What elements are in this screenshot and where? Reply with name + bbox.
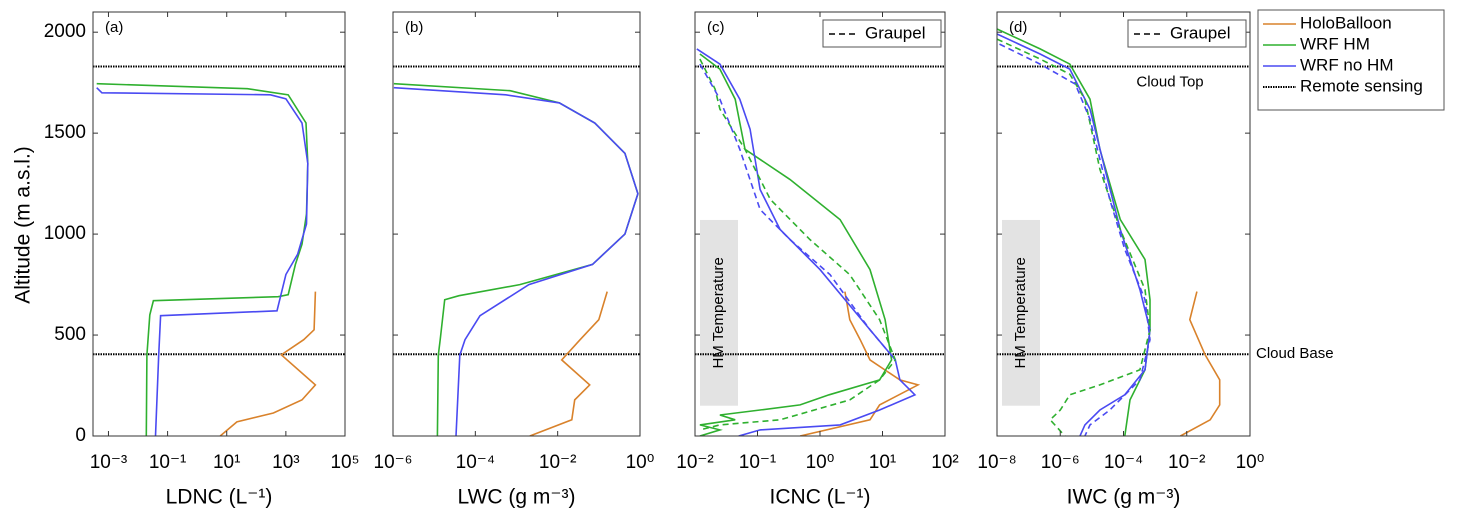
graupel-legend-label: Graupel — [865, 23, 925, 42]
series-line — [96, 87, 309, 436]
x-axis-label: ICNC (L⁻¹) — [770, 486, 871, 509]
series-line — [219, 291, 317, 436]
hm-band — [700, 219, 738, 406]
x-tick-label: 10⁻⁴ — [1104, 452, 1143, 473]
plot-area — [393, 65, 640, 436]
x-tick-label: 10² — [931, 452, 958, 473]
series-line — [999, 43, 1151, 436]
cloud-base-label: Cloud Base — [1256, 345, 1334, 362]
x-tick-label: 10⁵ — [330, 452, 359, 473]
x-axis-label: LDNC (L⁻¹) — [166, 486, 273, 509]
y-tick-label: 1000 — [44, 223, 86, 244]
x-tick-label: 10⁰ — [806, 452, 835, 473]
x-tick-label: 10¹ — [869, 452, 896, 473]
y-tick-label: 500 — [54, 324, 86, 345]
y-tick-label: 1500 — [44, 122, 86, 143]
y-axis-label: Altitude (m a.s.l.) — [12, 146, 35, 304]
x-tick-label: 10⁻⁸ — [977, 452, 1016, 473]
x-tick-label: 10⁻² — [1168, 452, 1206, 473]
y-tick-label: 0 — [75, 425, 86, 446]
legend-label: WRF HM — [1300, 34, 1370, 53]
panel-frame — [92, 11, 346, 437]
x-tick-label: 10⁻³ — [90, 452, 128, 473]
series-line — [96, 82, 309, 436]
series-line — [393, 82, 639, 436]
legend-label: Remote sensing — [1300, 76, 1423, 95]
x-tick-label: 10⁰ — [626, 452, 655, 473]
x-tick-label: 10³ — [272, 452, 299, 473]
panel-frame — [392, 11, 641, 437]
x-axis-label: LWC (g m⁻³) — [457, 486, 575, 509]
cloud-top-label: Cloud Top — [1136, 73, 1203, 90]
x-tick-label: 10⁻² — [676, 452, 714, 473]
x-tick-label: 10⁻¹ — [739, 452, 777, 473]
panel-label: (a) — [105, 19, 123, 36]
legend-label: WRF no HM — [1300, 55, 1394, 74]
series-line — [997, 28, 1151, 436]
x-tick-label: 10¹ — [213, 452, 240, 473]
legend-label: HoloBalloon — [1300, 13, 1392, 32]
x-tick-label: 10⁻¹ — [149, 452, 187, 473]
x-axis-label: IWC (g m⁻³) — [1067, 486, 1181, 509]
panel-label: (b) — [405, 19, 423, 36]
panel-label: (d) — [1009, 19, 1027, 36]
series-line — [1180, 291, 1221, 436]
series-line — [529, 291, 608, 436]
x-tick-label: 10⁻⁶ — [1041, 452, 1080, 473]
plot-area — [997, 28, 1250, 436]
graupel-legend-label: Graupel — [1170, 23, 1230, 42]
series-line — [799, 291, 921, 436]
series-line — [997, 33, 1151, 436]
plot-area — [695, 48, 945, 436]
x-tick-label: 10⁻² — [539, 452, 577, 473]
x-tick-label: 10⁰ — [1236, 452, 1265, 473]
legend-box — [1257, 9, 1445, 111]
x-tick-label: 10⁻⁴ — [456, 452, 495, 473]
series-line — [393, 86, 639, 436]
y-tick-label: 2000 — [44, 21, 86, 42]
series-line — [699, 53, 893, 436]
x-tick-label: 10⁻⁶ — [374, 452, 413, 473]
hm-band — [1002, 219, 1040, 406]
series-line — [997, 38, 1151, 436]
hm-label: HM Temperature — [710, 257, 727, 368]
hm-label: HM Temperature — [1012, 257, 1029, 368]
plot-area — [93, 65, 345, 436]
panel-label: (c) — [707, 19, 725, 36]
series-line — [699, 58, 897, 431]
series-line — [699, 63, 896, 361]
